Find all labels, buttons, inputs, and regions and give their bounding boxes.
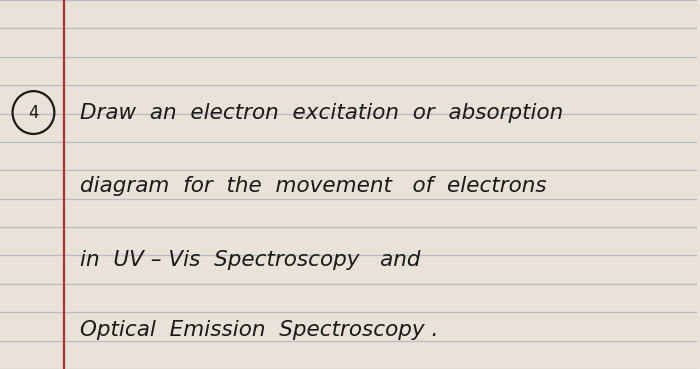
Text: Draw  an  electron  excitation  or  absorption: Draw an electron excitation or absorptio… xyxy=(80,103,564,123)
Text: in  UV – Vis  Spectroscopy   and: in UV – Vis Spectroscopy and xyxy=(80,250,421,270)
Text: diagram  for  the  movement   of  electrons: diagram for the movement of electrons xyxy=(80,176,547,196)
Text: 4: 4 xyxy=(28,104,38,121)
Text: Optical  Emission  Spectroscopy .: Optical Emission Spectroscopy . xyxy=(80,320,438,340)
